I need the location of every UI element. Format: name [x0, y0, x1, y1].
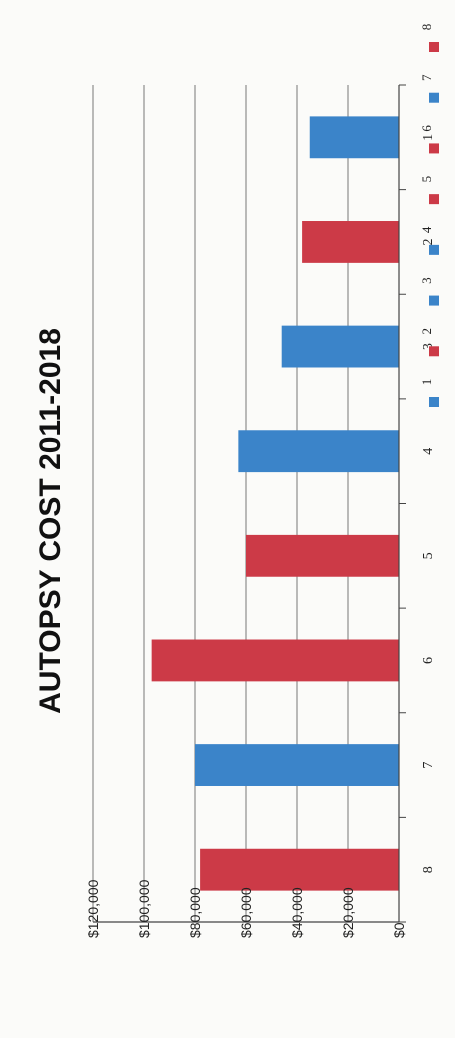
- category-tick-label: 5: [421, 552, 436, 559]
- value-tick-labels: $0 $20,000 $40,000 $60,000 $80,000 $100,000 $1…: [85, 879, 407, 938]
- category-tick-label: 2: [421, 238, 436, 245]
- bar: [309, 116, 399, 159]
- legend: 1 2 3 4 5 6 7 8: [419, 24, 439, 407]
- legend-label: 7: [419, 74, 434, 81]
- legend-swatch: [429, 92, 439, 103]
- bar: [200, 848, 399, 891]
- category-tick-label: 8: [421, 866, 436, 873]
- chart-title: AUTOPSY COST 2011-2018: [34, 328, 67, 714]
- legend-swatch: [429, 397, 439, 407]
- value-tick-label: $20,000: [340, 887, 356, 938]
- category-tick-label: 3: [421, 343, 436, 350]
- category-tick-labels: 1 2 3 4 5 6 7 8: [421, 134, 436, 873]
- legend-label: 2: [419, 328, 434, 335]
- legend-label: 3: [419, 277, 434, 284]
- legend-label: 1: [419, 379, 434, 386]
- bar: [238, 430, 399, 473]
- category-tick-label: 7: [421, 762, 436, 769]
- gridlines: [92, 85, 349, 922]
- value-tick-label: $40,000: [289, 887, 305, 938]
- legend-label: 8: [419, 24, 434, 31]
- legend-label: 4: [419, 226, 434, 233]
- value-tick-label: $100,000: [136, 879, 152, 938]
- category-tick-label: 1: [421, 134, 436, 141]
- bars: [151, 116, 399, 891]
- legend-swatch: [429, 295, 439, 306]
- bar: [195, 744, 399, 786]
- category-tick-label: 4: [421, 448, 436, 455]
- legend-swatch: [429, 42, 439, 52]
- legend-swatch: [429, 346, 439, 357]
- bar: [151, 639, 399, 682]
- bar: [246, 534, 399, 577]
- value-tick-label: $0: [391, 922, 407, 938]
- legend-label: 6: [419, 125, 434, 132]
- category-tick-label: 6: [421, 657, 436, 664]
- value-tick-label: $120,000: [85, 879, 101, 938]
- legend-label: 5: [419, 176, 434, 183]
- legend-swatch: [429, 194, 439, 205]
- bar: [281, 325, 399, 368]
- value-tick-label: $60,000: [238, 887, 254, 938]
- legend-swatch: [429, 244, 439, 255]
- value-tick-label: $80,000: [187, 887, 203, 938]
- axes: [93, 84, 406, 923]
- legend-swatch: [429, 143, 439, 154]
- bar: [302, 221, 399, 263]
